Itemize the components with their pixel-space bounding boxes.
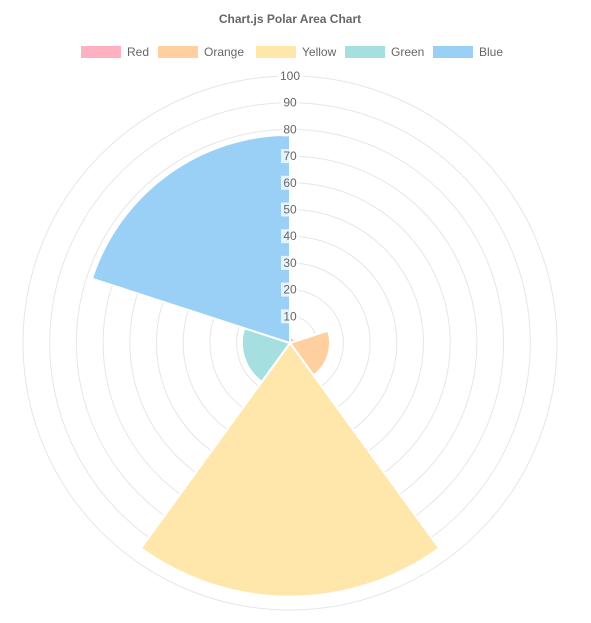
tick-80: 80 <box>281 122 299 137</box>
tick-backdrop <box>281 282 299 297</box>
tick-label: 50 <box>283 203 297 217</box>
tick-70: 70 <box>281 149 299 164</box>
tick-label: 40 <box>283 229 297 243</box>
tick-backdrop <box>281 95 299 110</box>
tick-label: 20 <box>283 283 297 297</box>
wedge-yellow[interactable] <box>139 341 441 598</box>
legend-swatch-yellow <box>256 46 296 58</box>
legend-label-yellow: Yellow <box>302 45 337 59</box>
tick-10: 10 <box>281 309 299 324</box>
legend-item-orange[interactable]: Orange <box>158 45 244 59</box>
tick-40: 40 <box>281 229 299 244</box>
tick-30: 30 <box>281 255 299 270</box>
tick-90: 90 <box>281 95 299 110</box>
tick-backdrop <box>281 149 299 164</box>
legend: Red Orange Yellow Green Blue <box>81 45 503 59</box>
tick-backdrop <box>281 309 299 324</box>
tick-label: 100 <box>280 69 300 83</box>
tick-label: 30 <box>283 256 297 270</box>
legend-swatch-red <box>81 46 121 58</box>
tick-50: 50 <box>281 202 299 217</box>
wedge-green[interactable] <box>240 326 292 384</box>
legend-label-green: Green <box>391 45 424 59</box>
radial-ticks: 10 20 30 40 50 60 70 80 90 100 <box>277 69 303 324</box>
wedge-orange[interactable] <box>288 329 331 377</box>
tick-label: 80 <box>283 122 297 136</box>
tick-backdrop <box>281 229 299 244</box>
tick-label: 90 <box>283 96 297 110</box>
legend-swatch-green <box>345 46 385 58</box>
legend-item-green[interactable]: Green <box>345 45 424 59</box>
wedges <box>90 133 441 598</box>
legend-item-yellow[interactable]: Yellow <box>256 45 337 59</box>
tick-backdrop <box>281 175 299 190</box>
tick-backdrop <box>281 255 299 270</box>
legend-item-red[interactable]: Red <box>81 45 149 59</box>
legend-label-blue: Blue <box>479 45 503 59</box>
tick-label: 70 <box>283 149 297 163</box>
tick-20: 20 <box>281 282 299 297</box>
tick-backdrop <box>281 122 299 137</box>
legend-item-blue[interactable]: Blue <box>433 45 503 59</box>
chart-title: Chart.js Polar Area Chart <box>219 12 361 26</box>
legend-label-orange: Orange <box>204 45 244 59</box>
tick-label: 10 <box>283 309 297 323</box>
tick-label: 60 <box>283 176 297 190</box>
tick-backdrop <box>281 202 299 217</box>
tick-60: 60 <box>281 175 299 190</box>
tick-100: 100 <box>277 69 303 83</box>
wedge-blue[interactable] <box>90 133 291 345</box>
legend-swatch-orange <box>158 46 198 58</box>
legend-label-red: Red <box>127 45 149 59</box>
legend-swatch-blue <box>433 46 473 58</box>
tick-backdrop <box>277 69 303 83</box>
